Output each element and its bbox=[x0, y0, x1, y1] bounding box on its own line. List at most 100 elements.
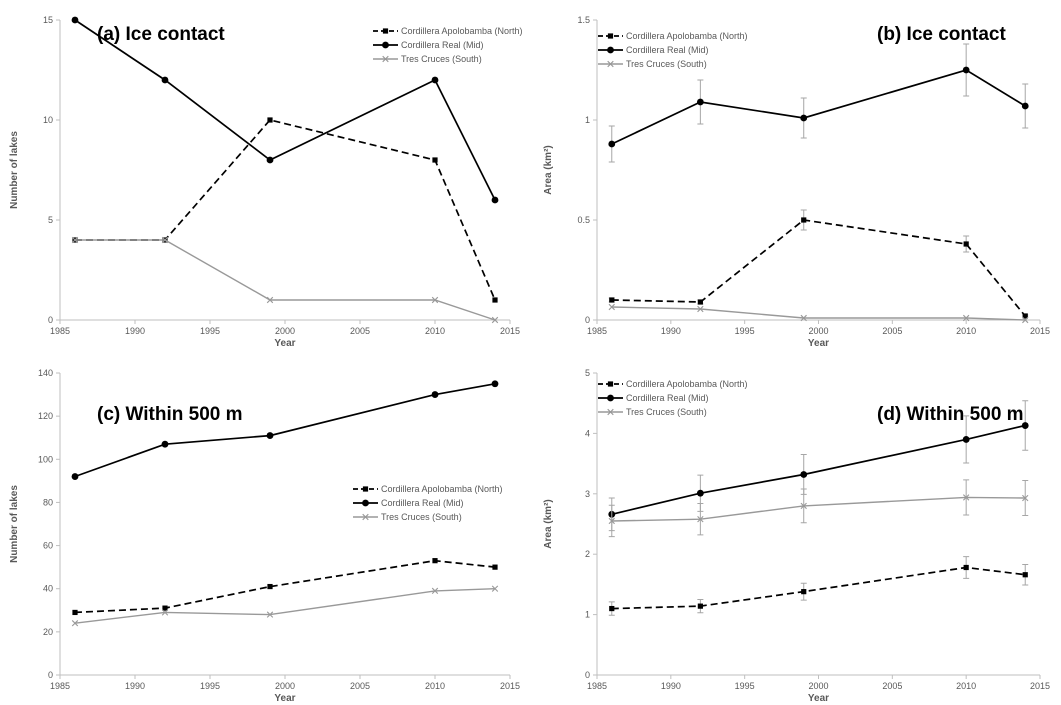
y-tick-label: 4 bbox=[585, 428, 590, 438]
data-point bbox=[492, 297, 498, 303]
data-point bbox=[962, 314, 970, 322]
data-point bbox=[492, 564, 498, 570]
legend-entry: Tres Cruces (South) bbox=[401, 54, 482, 64]
x-tick-label: 1985 bbox=[587, 681, 607, 691]
series-north bbox=[608, 556, 1029, 616]
x-tick-label: 2005 bbox=[882, 681, 902, 691]
data-point bbox=[608, 517, 615, 525]
legend-entry: Cordillera Apolobamba (North) bbox=[626, 379, 748, 389]
data-point bbox=[491, 380, 499, 388]
data-point bbox=[801, 589, 807, 595]
data-point bbox=[608, 140, 616, 148]
x-tick-label: 2010 bbox=[425, 326, 445, 336]
x-tick-label: 2005 bbox=[350, 681, 370, 691]
series-line bbox=[611, 496, 1026, 522]
y-tick-label: 1 bbox=[585, 115, 590, 125]
y-tick-label: 0 bbox=[48, 670, 53, 680]
data-point bbox=[71, 16, 79, 24]
data-point bbox=[1022, 316, 1029, 324]
x-tick-label: 2015 bbox=[1030, 681, 1050, 691]
legend-marker bbox=[607, 60, 614, 68]
data-point bbox=[431, 391, 439, 398]
data-point bbox=[431, 76, 439, 84]
data-point bbox=[697, 299, 703, 305]
data-point bbox=[696, 489, 704, 497]
series-line bbox=[611, 69, 1026, 145]
y-tick-label: 0.5 bbox=[577, 215, 590, 225]
data-point bbox=[962, 66, 970, 74]
panel-title: (b) Ice contact bbox=[877, 24, 1006, 45]
legend-marker bbox=[382, 41, 389, 49]
series-line bbox=[74, 559, 496, 614]
panel-b: 1985 1990 1995 2000 2005 2010 2015 0 0.5 1 1.5 Year… bbox=[543, 15, 1050, 349]
x-tick-label: 1985 bbox=[50, 681, 70, 691]
x-tick-label: 1985 bbox=[50, 326, 70, 336]
data-point bbox=[161, 236, 169, 244]
data-point bbox=[1021, 422, 1029, 429]
legend-marker bbox=[362, 486, 369, 492]
panel-a: 1985 1990 1995 2000 2005 2010 2015 0 5 10 15 Year Nu… bbox=[9, 15, 523, 349]
x-tick-label: 2010 bbox=[956, 326, 976, 336]
x-tick-label: 2010 bbox=[956, 681, 976, 691]
x-tick-label: 1990 bbox=[661, 326, 681, 336]
series-line bbox=[75, 239, 496, 321]
series-line bbox=[611, 306, 1026, 321]
x-axis-label: Year bbox=[808, 338, 829, 349]
data-point bbox=[431, 587, 439, 595]
series-line bbox=[74, 382, 496, 478]
legend-marker bbox=[607, 394, 614, 402]
legend: Cordillera Apolobamba (North) Cordillera … bbox=[353, 484, 503, 522]
x-tick-label: 2005 bbox=[882, 326, 902, 336]
data-point bbox=[801, 217, 807, 223]
legend-entry: Cordillera Apolobamba (North) bbox=[381, 484, 503, 494]
data-point bbox=[491, 316, 499, 324]
x-tick-label: 2000 bbox=[808, 681, 828, 691]
data-point bbox=[608, 303, 615, 311]
y-tick-label: 2 bbox=[585, 549, 590, 559]
data-point bbox=[963, 241, 969, 247]
data-point bbox=[800, 114, 808, 122]
y-axis-label: Number of lakes bbox=[9, 485, 20, 563]
series-south bbox=[608, 479, 1029, 538]
legend-entry: Cordillera Real (Mid) bbox=[381, 498, 464, 508]
legend-entry: Tres Cruces (South) bbox=[626, 59, 707, 69]
data-point bbox=[491, 196, 499, 204]
legend: Cordillera Apolobamba (North) Cordillera … bbox=[373, 26, 523, 64]
panel-d: 1985 1990 1995 2000 2005 2010 2015 0 1 2 3 4 5 Year Ar… bbox=[543, 368, 1050, 704]
data-point bbox=[963, 564, 969, 571]
legend-marker bbox=[607, 381, 614, 387]
y-axis-label: Area (km²) bbox=[543, 145, 554, 194]
data-point bbox=[962, 494, 970, 501]
y-tick-label: 0 bbox=[585, 670, 590, 680]
y-tick-label: 5 bbox=[48, 215, 53, 225]
legend-marker bbox=[382, 28, 389, 34]
data-point bbox=[432, 558, 438, 564]
x-tick-label: 1995 bbox=[200, 681, 220, 691]
y-tick-label: 10 bbox=[43, 115, 53, 125]
data-point bbox=[1021, 102, 1029, 110]
x-tick-label: 1995 bbox=[735, 326, 755, 336]
panel-title: (c) Within 500 m bbox=[97, 404, 243, 425]
data-point bbox=[72, 609, 78, 616]
series-line bbox=[611, 219, 1026, 317]
y-tick-label: 100 bbox=[38, 454, 53, 464]
x-tick-label: 1990 bbox=[125, 326, 145, 336]
series-south bbox=[71, 236, 499, 324]
y-tick-label: 1.5 bbox=[577, 15, 590, 25]
x-tick-label: 2010 bbox=[425, 681, 445, 691]
series-mid bbox=[71, 380, 499, 480]
data-point bbox=[266, 432, 274, 439]
series-south bbox=[608, 303, 1029, 324]
x-tick-label: 1990 bbox=[125, 681, 145, 691]
panel-c: 1985 1990 1995 2000 2005 2010 2015 0 20 40 60 80 100… bbox=[9, 368, 520, 704]
data-point bbox=[266, 611, 274, 618]
data-point bbox=[800, 502, 807, 510]
y-tick-label: 60 bbox=[43, 541, 53, 551]
y-tick-label: 140 bbox=[38, 368, 53, 378]
x-axis-label: Year bbox=[808, 693, 829, 704]
legend-entry: Cordillera Apolobamba (North) bbox=[626, 31, 748, 41]
data-point bbox=[71, 473, 79, 480]
data-point bbox=[800, 471, 808, 478]
legend-marker bbox=[382, 55, 389, 63]
